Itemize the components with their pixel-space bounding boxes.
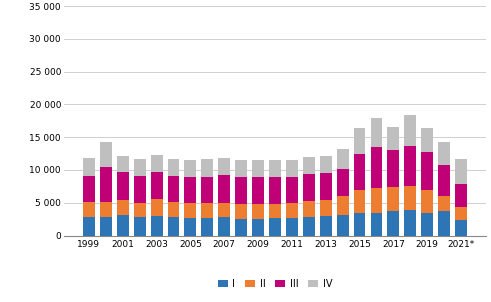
Bar (235, 219, 247, 236)
Bar (438, 142, 450, 165)
Bar (337, 149, 349, 169)
Bar (455, 159, 467, 184)
Bar (269, 177, 281, 204)
Bar (235, 177, 247, 204)
Bar (320, 173, 331, 200)
Bar (286, 218, 298, 236)
Bar (371, 188, 382, 213)
Bar (387, 211, 399, 236)
Bar (269, 218, 281, 236)
Bar (371, 118, 382, 147)
Bar (404, 115, 416, 146)
Bar (421, 190, 433, 213)
Bar (269, 160, 281, 177)
Bar (337, 196, 349, 215)
Bar (371, 147, 382, 188)
Bar (117, 156, 129, 172)
Bar (134, 176, 146, 203)
Bar (320, 156, 331, 173)
Bar (455, 184, 467, 207)
Bar (252, 219, 264, 236)
Bar (134, 159, 146, 176)
Bar (185, 218, 196, 236)
Bar (100, 217, 112, 236)
Bar (185, 204, 196, 218)
Bar (235, 160, 247, 177)
Bar (354, 213, 365, 236)
Bar (218, 217, 230, 236)
Bar (354, 154, 365, 190)
Bar (421, 213, 433, 236)
Bar (151, 172, 163, 200)
Bar (201, 204, 213, 218)
Bar (438, 196, 450, 210)
Bar (455, 220, 467, 236)
Bar (100, 202, 112, 217)
Bar (151, 155, 163, 172)
Bar (167, 202, 179, 217)
Bar (404, 186, 416, 210)
Bar (269, 204, 281, 218)
Bar (455, 207, 467, 220)
Bar (134, 203, 146, 217)
Bar (201, 218, 213, 236)
Bar (303, 174, 315, 201)
Bar (387, 187, 399, 211)
Bar (337, 169, 349, 196)
Bar (252, 177, 264, 204)
Bar (201, 177, 213, 204)
Bar (100, 142, 112, 167)
Bar (438, 165, 450, 196)
Bar (167, 176, 179, 202)
Bar (117, 172, 129, 200)
Bar (117, 215, 129, 236)
Bar (337, 215, 349, 236)
Bar (218, 175, 230, 203)
Bar (371, 213, 382, 236)
Legend: I, II, III, IV: I, II, III, IV (214, 275, 336, 293)
Bar (117, 200, 129, 215)
Bar (404, 210, 416, 236)
Bar (387, 150, 399, 187)
Bar (151, 200, 163, 216)
Bar (303, 157, 315, 174)
Bar (252, 204, 264, 219)
Bar (286, 160, 298, 177)
Bar (286, 177, 298, 204)
Bar (83, 217, 95, 236)
Bar (218, 158, 230, 175)
Bar (354, 128, 365, 154)
Bar (320, 200, 331, 216)
Bar (235, 204, 247, 219)
Bar (320, 216, 331, 236)
Bar (438, 210, 450, 236)
Bar (185, 177, 196, 204)
Bar (421, 128, 433, 152)
Bar (83, 202, 95, 217)
Bar (387, 127, 399, 150)
Bar (134, 217, 146, 236)
Bar (421, 152, 433, 190)
Bar (303, 201, 315, 217)
Bar (252, 160, 264, 177)
Bar (151, 216, 163, 236)
Bar (167, 217, 179, 236)
Bar (286, 204, 298, 218)
Bar (218, 203, 230, 217)
Bar (167, 159, 179, 176)
Bar (83, 176, 95, 202)
Bar (303, 217, 315, 236)
Bar (404, 146, 416, 186)
Bar (100, 167, 112, 202)
Bar (185, 160, 196, 177)
Bar (201, 159, 213, 177)
Bar (354, 190, 365, 213)
Bar (83, 158, 95, 176)
